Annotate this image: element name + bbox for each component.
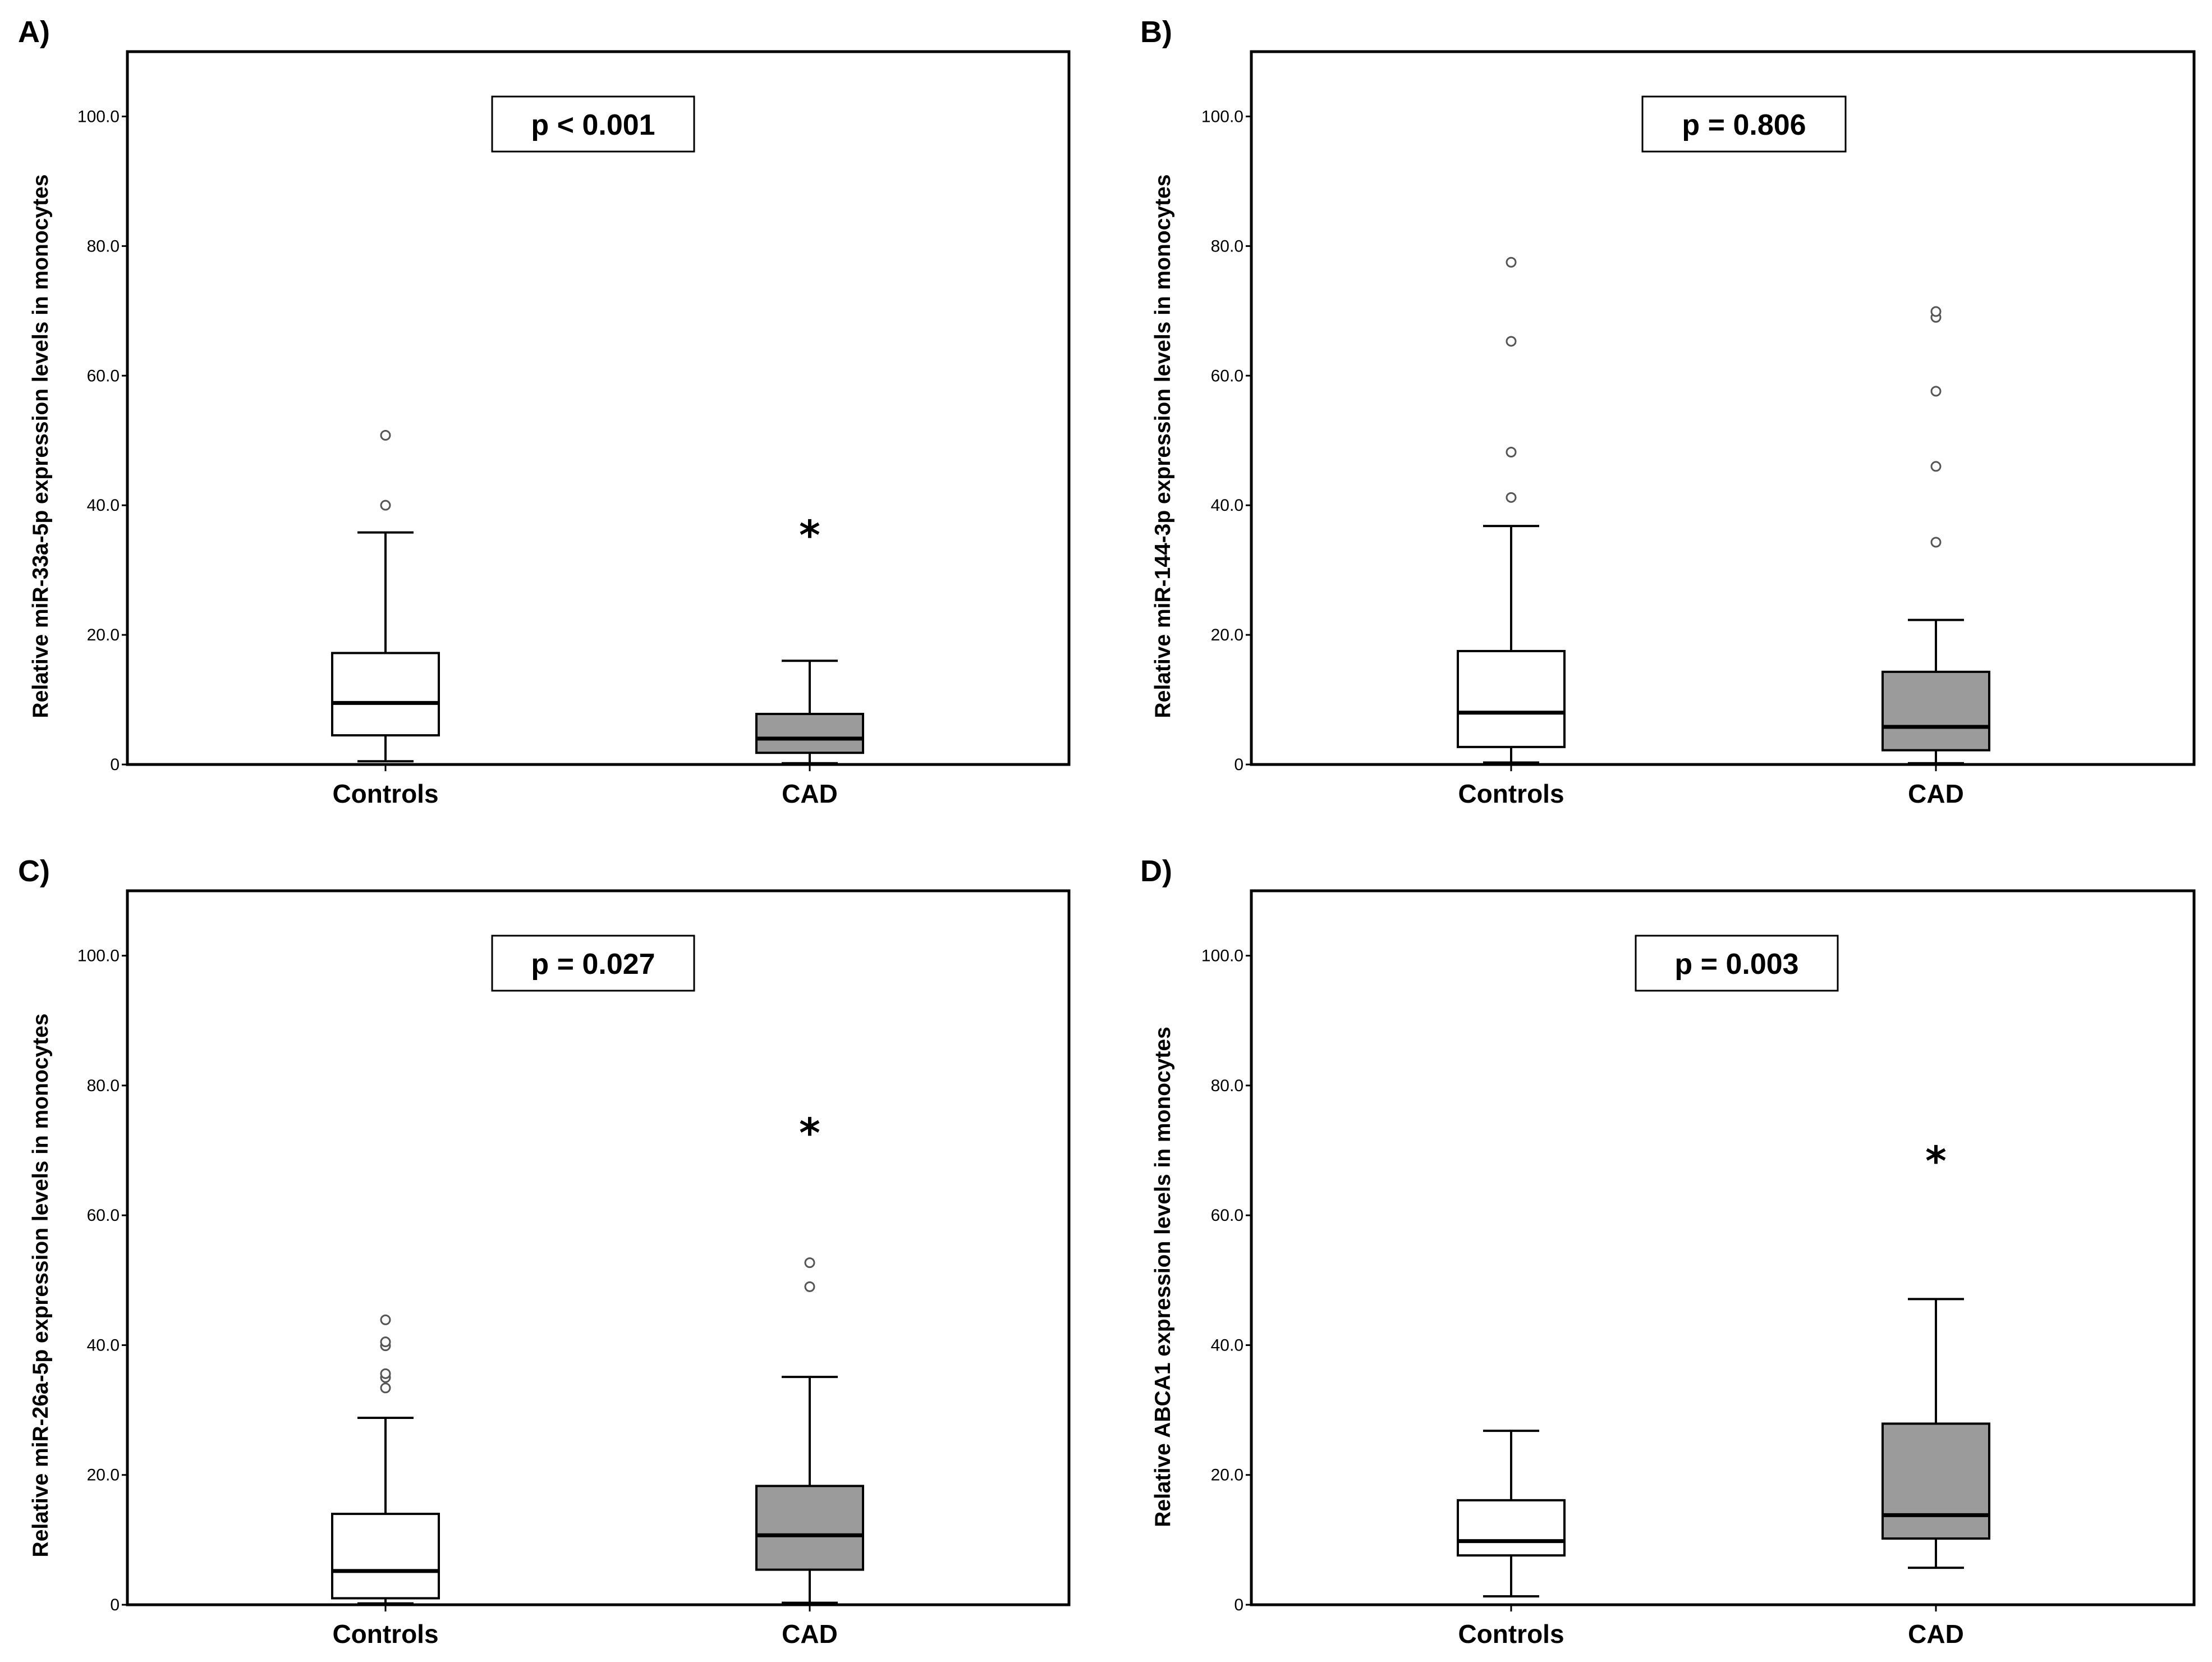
panel-c-y-tick-label: 20.0 [87,1466,120,1485]
panel-c-plot-frame [126,889,1071,1606]
panel-a-y-axis-title: Relative miR-33a-5p expression levels in… [29,175,53,718]
panel-c-y-tick-label: 100.0 [77,947,120,965]
panel-b: B) Relative miR-144-3p expression levels… [1140,15,2196,808]
panel-a-x-axis: Controls CAD [332,764,838,808]
panel-c-cad-outlier [804,1281,815,1292]
panel-a-y-tick-label: 20.0 [87,626,120,644]
panel-d-cad-extreme-star: * [1925,1137,1947,1184]
panel-c-x-label-controls: Controls [332,1619,438,1649]
panel-b-y-tick-label: 40.0 [1211,496,1243,515]
panel-a-y-tick-label: 100.0 [77,107,120,126]
panel-d-y-tick-label: 60.0 [1211,1206,1243,1225]
panel-b-letter: B) [1140,15,1172,49]
panel-b-cad-box [1881,670,1990,752]
panel-b-cad-outlier [1930,537,1942,548]
panel-b-controls-outlier [1506,492,1517,503]
panel-a-y-tick-label: 40.0 [87,496,120,515]
panel-d-y-tick-label: 80.0 [1211,1077,1243,1095]
panel-d-controls-box [1457,1499,1566,1557]
panel-d: D) Relative ABCA1 expression levels in m… [1140,854,2196,1649]
panel-b-cad-outlier [1930,386,1942,397]
panel-a-p-value-box: p < 0.001 [491,95,695,153]
panel-a-letter: A) [18,15,50,49]
panel-d-y-tick-label: 0 [1234,1596,1243,1614]
panel-b-y-tick-label: 0 [1234,756,1243,774]
panel-c-controls-outlier [380,1368,391,1379]
panel-d-cad-box [1881,1422,1990,1540]
panel-b-y-tick-label: 60.0 [1211,367,1243,385]
panel-d-plot-frame [1250,889,2196,1606]
panel-d-x-label-controls: Controls [1458,1619,1564,1649]
panel-d-y-tick-label: 20.0 [1211,1466,1243,1485]
panel-b-y-tick-label: 80.0 [1211,237,1243,255]
panel-b-p-value-text: p = 0.806 [1682,109,1806,141]
panel-b-y-axis: 0 20.0 40.0 60.0 80.0 100.0 [1201,107,1251,774]
panel-d-y-tick-label: 40.0 [1211,1336,1243,1354]
panel-c-y-tick-label: 0 [110,1596,120,1614]
panel-a-x-label-controls: Controls [332,779,438,808]
panel-c-p-value-box: p = 0.027 [491,935,695,992]
panel-c-x-axis: Controls CAD [332,1605,838,1649]
panel-d-x-axis: Controls CAD [1458,1605,1964,1649]
panel-d-x-label-cad: CAD [1908,1619,1964,1649]
panel-c-y-tick-label: 40.0 [87,1336,120,1354]
panel-b-controls-outlier [1506,336,1517,347]
panel-b-y-axis-title: Relative miR-144-3p expression levels in… [1151,175,1175,718]
panel-d-letter: D) [1140,854,1172,888]
panel-c-cad-box [755,1485,864,1571]
panel-a-controls-box [331,652,440,737]
panel-a-boxes: * [331,429,864,764]
panel-b-cad-outlier [1930,306,1942,317]
panel-a-p-value-text: p < 0.001 [531,109,655,141]
panel-c-controls-box [331,1513,440,1600]
panel-c-p-value-text: p = 0.027 [531,948,655,981]
panel-d-p-value-text: p = 0.003 [1674,948,1798,981]
panel-a-y-tick-label: 80.0 [87,237,120,255]
panel-c-y-tick-label: 80.0 [87,1077,120,1095]
panel-b-boxes [1457,257,1990,764]
panel-a: A) Relative miR-33a-5p expression levels… [18,15,1071,808]
panel-a-y-axis: 0 20.0 40.0 60.0 80.0 100.0 [77,107,127,774]
panel-a-controls-outlier [380,500,391,511]
panel-c-controls-outlier [380,1314,391,1325]
panel-a-controls-outlier [380,429,391,441]
panel-b-cad-outlier [1930,461,1942,472]
panel-c-cad-extreme-star: * [799,1110,820,1157]
panel-b-x-label-controls: Controls [1458,779,1564,808]
panel-b-y-tick-label: 100.0 [1201,107,1243,126]
panel-c-letter: C) [18,854,50,888]
panel-b-controls-outlier [1506,447,1517,458]
panel-a-y-tick-label: 60.0 [87,367,120,385]
panel-d-boxes: * [1457,1137,1990,1597]
panel-c-y-axis: 0 20.0 40.0 60.0 80.0 100.0 [77,947,127,1614]
panel-c-controls-outlier [380,1382,391,1394]
panel-b-plot-frame [1250,50,2196,766]
panel-b-controls-box [1457,649,1566,748]
panel-b-p-value-box: p = 0.806 [1641,95,1847,153]
panel-b-y-tick-label: 20.0 [1211,626,1243,644]
panel-b-controls-outlier [1506,257,1517,268]
panel-a-plot-frame [126,50,1071,766]
panel-a-cad-extreme-star: * [799,512,820,559]
panel-c-y-tick-label: 60.0 [87,1206,120,1225]
panel-c: C) Relative miR-26a-5p expression levels… [18,854,1071,1649]
panel-a-x-label-cad: CAD [782,779,838,808]
panel-c-y-axis-title: Relative miR-26a-5p expression levels in… [29,1014,53,1558]
panel-d-y-axis: 0 20.0 40.0 60.0 80.0 100.0 [1201,947,1251,1614]
panel-a-y-tick-label: 0 [110,756,120,774]
panel-d-y-axis-title: Relative ABCA1 expression levels in mono… [1151,1027,1175,1527]
panel-c-boxes: * [331,1110,864,1605]
panel-c-controls-outlier [380,1336,391,1348]
panel-b-x-label-cad: CAD [1908,779,1964,808]
panel-a-cad-box [755,712,864,754]
panel-d-p-value-box: p = 0.003 [1635,935,1839,992]
panel-b-x-axis: Controls CAD [1458,764,1964,808]
panel-d-y-tick-label: 100.0 [1201,947,1243,965]
panel-c-cad-outlier [804,1257,815,1269]
panel-c-x-label-cad: CAD [782,1619,838,1649]
